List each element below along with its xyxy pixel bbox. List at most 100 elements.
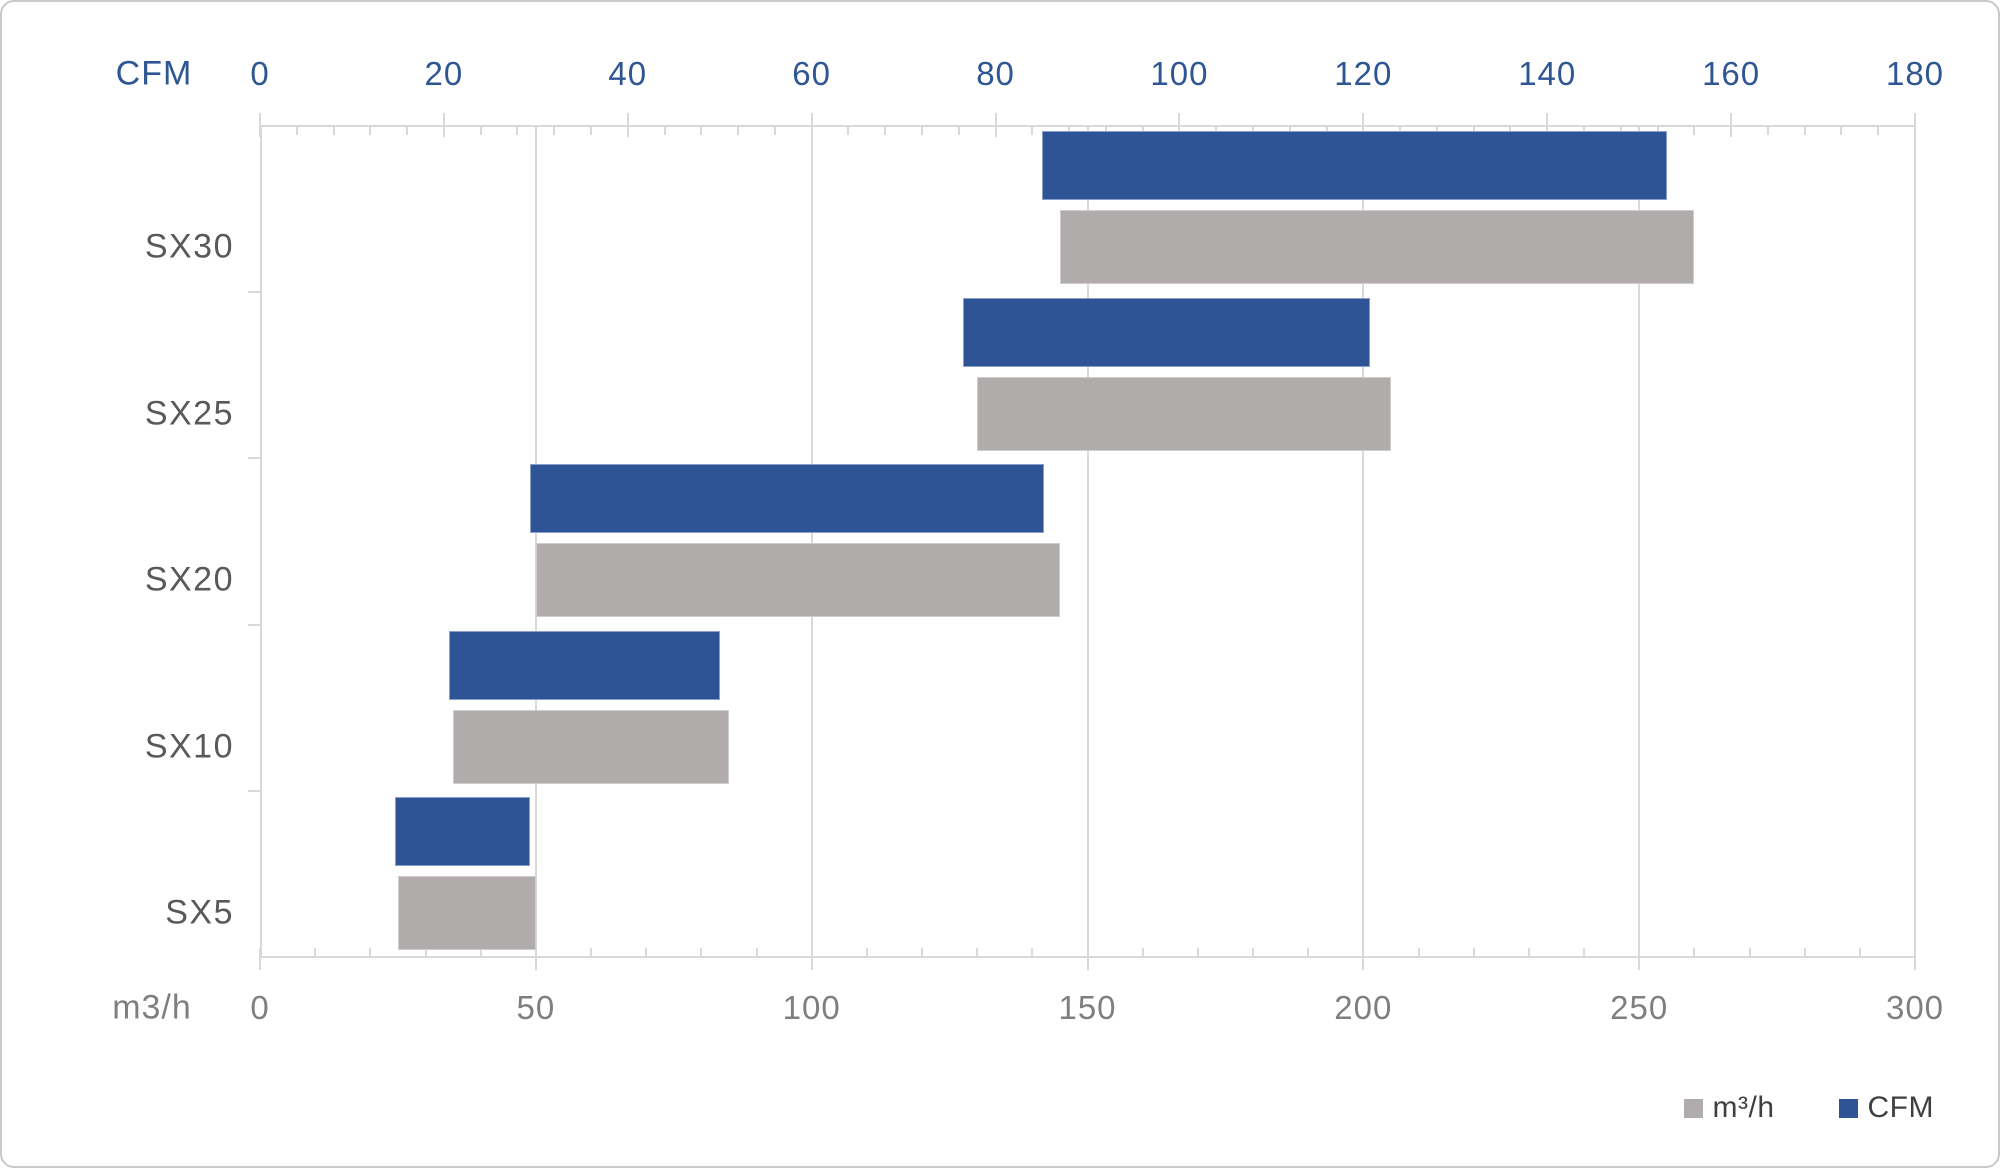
bottom-axis-minor-tick [1583,948,1585,958]
top-axis-minor-tick [1766,125,1769,135]
legend: m³/h CFM [1683,1090,1934,1126]
gridline [1914,125,1916,958]
top-axis-minor-tick [663,125,666,135]
top-axis-major-tick [1362,113,1365,137]
top-axis-tick-label: 120 [1334,55,1393,92]
gridline [1638,125,1641,958]
top-axis-minor-tick [737,125,740,135]
bottom-axis-tick-label: 50 [516,989,556,1026]
top-axis-minor-tick [479,125,482,135]
bottom-axis-minor-tick [314,948,317,958]
bottom-axis-major-tick [534,948,537,970]
top-axis-minor-tick [1215,125,1218,135]
top-axis-minor-tick [1288,125,1291,135]
top-axis-major-tick [1914,113,1916,137]
top-axis-minor-tick [1656,125,1659,135]
top-axis-tick-label: 180 [1885,55,1945,92]
top-axis-minor-tick [1031,125,1034,135]
bottom-axis-minor-tick [1693,948,1696,958]
bottom-axis-tick-label: 250 [1610,989,1669,1026]
top-axis-tick-label: 20 [424,55,464,92]
top-axis-minor-tick [1619,125,1622,135]
bottom-axis-minor-tick [590,948,592,958]
category-axis-tick [248,457,262,460]
top-axis-minor-tick [1877,125,1880,135]
bottom-axis-minor-tick [1417,948,1420,958]
top-axis-minor-tick [332,125,335,135]
top-axis-minor-tick [553,125,556,135]
m3h-bar-sx10 [453,709,729,784]
top-axis-minor-tick [1068,125,1071,135]
top-axis-minor-tick [847,125,850,135]
bottom-axis-tick-label: 300 [1885,989,1945,1026]
bottom-axis-minor-tick [1252,948,1254,958]
m3h-bar-sx5 [397,876,536,951]
top-axis-minor-tick [1435,125,1438,135]
top-axis-major-tick [259,113,261,137]
top-axis-major-tick [994,113,997,137]
bottom-axis-tick-label: 100 [782,989,841,1026]
top-axis-minor-tick [1141,125,1144,135]
legend-swatch-icon [1838,1098,1858,1118]
top-axis-minor-tick [957,125,960,135]
bottom-axis-minor-tick [1472,948,1475,958]
bottom-axis-major-tick [1638,948,1641,970]
top-axis-minor-tick [884,125,887,135]
top-axis-major-tick [626,113,629,137]
bottom-axis-minor-tick [645,948,648,958]
legend-item-cfm: CFM [1838,1091,1934,1125]
category-label-sx25: SX25 [144,394,234,433]
cfm-bar-sx25 [963,297,1370,367]
top-axis-major-tick [1546,113,1549,137]
bottom-axis-minor-tick [865,948,868,958]
gridline [1362,125,1365,958]
cfm-bar-sx30 [1041,131,1667,200]
top-axis-tick-label: 40 [608,55,648,92]
bottom-axis-major-tick [1086,948,1089,970]
legend-label: CFM [1867,1091,1934,1124]
bottom-axis-minor-tick [1141,948,1144,958]
cfm-bar-sx10 [449,630,720,700]
top-axis-tick-label: 80 [976,55,1015,92]
bottom-axis-minor-tick [921,948,923,958]
top-axis-minor-tick [1325,125,1328,135]
top-axis-minor-tick [1399,125,1402,135]
top-axis-minor-tick [700,125,703,135]
bottom-axis-tick-label: 150 [1058,989,1117,1026]
bottom-axis-major-tick [1914,948,1916,970]
top-axis-tick-label: 140 [1518,55,1577,92]
bottom-axis-minor-tick [755,948,758,958]
top-axis-major-tick [1730,113,1733,137]
bottom-axis-minor-tick [1858,948,1861,958]
m3h-bar-sx30 [1059,210,1695,284]
bottom-axis-minor-tick [1196,948,1199,958]
bottom-axis-minor-tick [479,948,482,958]
bottom-axis-tick-label: 200 [1334,989,1393,1026]
top-axis-minor-tick [921,125,923,135]
bottom-axis-minor-tick [1307,948,1310,958]
bottom-axis-minor-tick [369,948,372,958]
top-axis-tick-label: 60 [792,55,832,92]
m3h-bar-sx20 [535,543,1060,618]
top-axis-minor-tick [590,125,592,135]
top-axis-minor-tick [1693,125,1696,135]
gridline [810,125,813,958]
bottom-axis-minor-tick [976,948,979,958]
top-axis-minor-tick [406,125,409,135]
cfm-bar-sx20 [530,464,1045,534]
gridline [1086,125,1089,958]
bottom-axis-major-tick [1362,948,1365,970]
top-axis-minor-tick [1583,125,1585,135]
bottom-axis-minor-tick [1031,948,1034,958]
top-axis-minor-tick [1803,125,1806,135]
bottom-axis-minor-tick [700,948,703,958]
top-axis-major-tick [442,113,445,137]
legend-swatch-icon [1683,1098,1703,1118]
bottom-axis-title: m3/h [112,988,192,1027]
top-axis-major-tick [810,113,813,137]
category-label-sx30: SX30 [144,227,234,266]
top-axis-title: CFM [115,54,193,93]
top-axis-minor-tick [295,125,298,135]
top-axis-minor-tick [369,125,372,135]
